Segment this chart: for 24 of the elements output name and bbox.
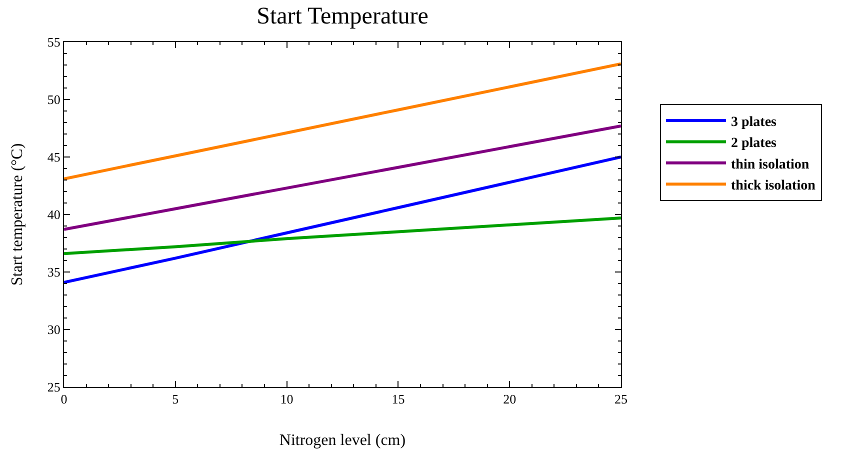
legend-label: 3 plates [730, 114, 778, 130]
line-series [64, 62, 621, 180]
y-axis-title: Start temperature (°C) [9, 143, 26, 286]
x-tick-label: 10 [280, 392, 294, 407]
x-tick-label: 15 [392, 392, 405, 407]
x-tick-label: 25 [614, 392, 628, 407]
line-series [64, 124, 621, 231]
chart-title: Start Temperature [256, 4, 428, 30]
x-axis-title: Nitrogen level (cm) [279, 432, 406, 449]
y-tick-label: 30 [47, 322, 60, 338]
legend-label: 2 plates [730, 136, 778, 152]
y-tick-label: 50 [47, 92, 60, 108]
y-tick-label: 45 [47, 150, 60, 165]
y-tick-label: 40 [47, 207, 60, 222]
x-tick-label: 20 [503, 392, 516, 407]
x-tick-label: 5 [172, 392, 179, 407]
legend-label: thick isolation [730, 178, 816, 194]
y-tick-label: 25 [47, 380, 60, 395]
line-series [64, 216, 621, 256]
x-tick-label: 0 [60, 392, 68, 407]
y-tick-label: 35 [47, 264, 60, 280]
line-series [64, 156, 621, 284]
y-tick-label: 55 [47, 34, 60, 50]
legend-label: thin isolation [730, 157, 810, 172]
